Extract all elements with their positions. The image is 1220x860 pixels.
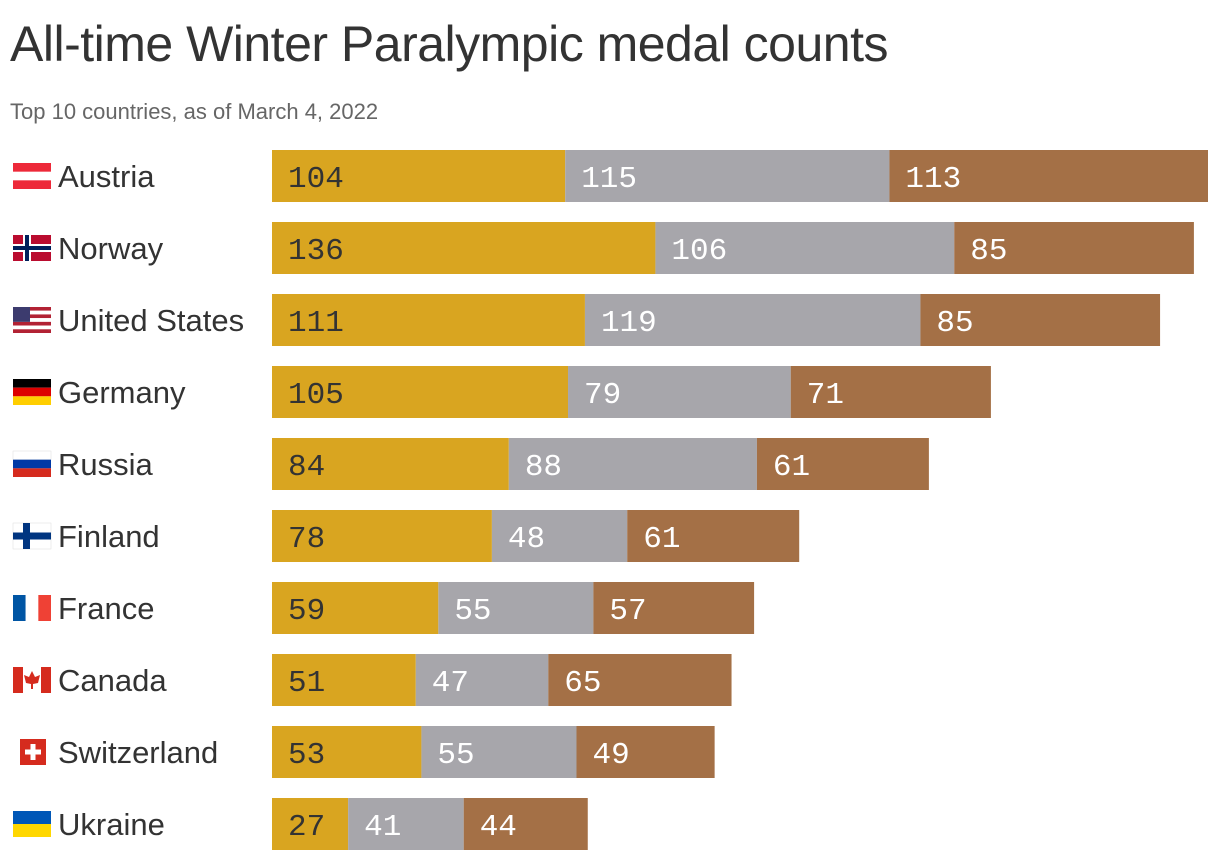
gold-value-label: 105 [288,378,344,413]
gold-bar-germany [272,366,569,418]
bronze-value-label: 65 [564,666,601,701]
switzerland-flag-icon [20,739,46,765]
silver-bar-switzerland [421,726,577,778]
country-label-norway: Norway [58,231,164,266]
gold-value-label: 136 [288,234,344,269]
silver-value-label: 55 [454,594,491,629]
austria-flag-icon [13,163,51,189]
gold-bar-ukraine [272,798,349,850]
gold-bar-russia [272,438,509,490]
bronze-bar-russia [756,438,929,490]
gold-value-label: 53 [288,738,325,773]
silver-bar-austria [565,150,890,202]
silver-bar-norway [655,222,955,274]
bronze-value-label: 85 [970,234,1007,269]
bronze-bar-united-states [920,294,1161,346]
chart-row: United States 111 119 85 [13,294,1161,346]
bronze-bar-finland [627,510,800,562]
bronze-bar-ukraine [463,798,588,850]
country-label-canada: Canada [58,663,167,698]
bronze-bar-norway [954,222,1194,274]
gold-value-label: 59 [288,594,325,629]
gold-value-label: 84 [288,450,325,485]
silver-value-label: 55 [437,738,474,773]
gold-value-label: 27 [288,810,325,845]
gold-value-label: 111 [288,306,344,341]
germany-flag-icon [13,379,51,405]
silver-value-label: 106 [671,234,727,269]
silver-value-label: 41 [364,810,401,845]
ukraine-flag-icon [13,811,51,837]
country-label-ukraine: Ukraine [58,807,165,842]
gold-value-label: 104 [288,162,344,197]
country-label-finland: Finland [58,519,160,554]
canada-flag-icon [13,667,51,693]
bronze-bar-france [593,582,755,634]
bronze-value-label: 44 [480,810,517,845]
russia-flag-icon [12,450,52,477]
country-label-austria: Austria [58,159,155,194]
bronze-value-label: 71 [807,378,844,413]
finland-flag-icon [12,522,52,550]
bronze-value-label: 61 [643,522,680,557]
chart-row: Norway 136 106 85 [13,222,1194,274]
country-label-germany: Germany [58,375,186,410]
country-label-united-states: United States [58,303,244,338]
silver-value-label: 48 [508,522,545,557]
country-label-france: France [58,591,154,626]
bronze-value-label: 61 [773,450,810,485]
chart-subtitle: Top 10 countries, as of March 4, 2022 [10,99,379,124]
chart-row: Switzerland 53 55 49 [20,726,715,778]
silver-value-label: 79 [584,378,621,413]
silver-bar-canada [415,654,549,706]
bronze-bar-canada [548,654,732,706]
chart-row: Russia 84 88 61 [12,438,929,490]
chart-row: Finland 78 48 61 [12,510,800,562]
chart-row: Ukraine 27 41 44 [13,798,588,850]
silver-bar-united-states [584,294,921,346]
gold-value-label: 51 [288,666,325,701]
country-label-russia: Russia [58,447,154,482]
silver-value-label: 88 [525,450,562,485]
chart-title: All-time Winter Paralympic medal counts [10,16,889,72]
chart-row: France 59 55 57 [13,582,755,634]
bronze-bar-austria [889,150,1208,202]
gold-bar-norway [272,222,656,274]
silver-bar-ukraine [348,798,464,850]
country-label-switzerland: Switzerland [58,735,218,770]
silver-bar-finland [491,510,628,562]
chart-row: Germany 105 79 71 [13,366,991,418]
silver-bar-germany [568,366,791,418]
bronze-value-label: 113 [905,162,961,197]
silver-value-label: 47 [432,666,469,701]
bronze-value-label: 85 [936,306,973,341]
bronze-value-label: 49 [592,738,629,773]
silver-bar-france [438,582,594,634]
gold-bar-switzerland [272,726,422,778]
gold-bar-france [272,582,439,634]
bronze-bar-germany [790,366,991,418]
france-flag-icon [13,595,51,621]
gold-bar-finland [272,510,492,562]
gold-bar-austria [272,150,566,202]
norway-flag-icon [13,235,51,261]
chart-row: Canada 51 47 65 [13,654,732,706]
gold-value-label: 78 [288,522,325,557]
silver-bar-russia [508,438,757,490]
gold-bar-canada [272,654,416,706]
united-states-flag-icon [13,307,51,333]
bronze-bar-switzerland [576,726,715,778]
silver-value-label: 119 [601,306,657,341]
gold-bar-united-states [272,294,585,346]
chart-row: Austria 104 115 113 [13,150,1208,202]
silver-value-label: 115 [581,162,637,197]
bronze-value-label: 57 [609,594,646,629]
